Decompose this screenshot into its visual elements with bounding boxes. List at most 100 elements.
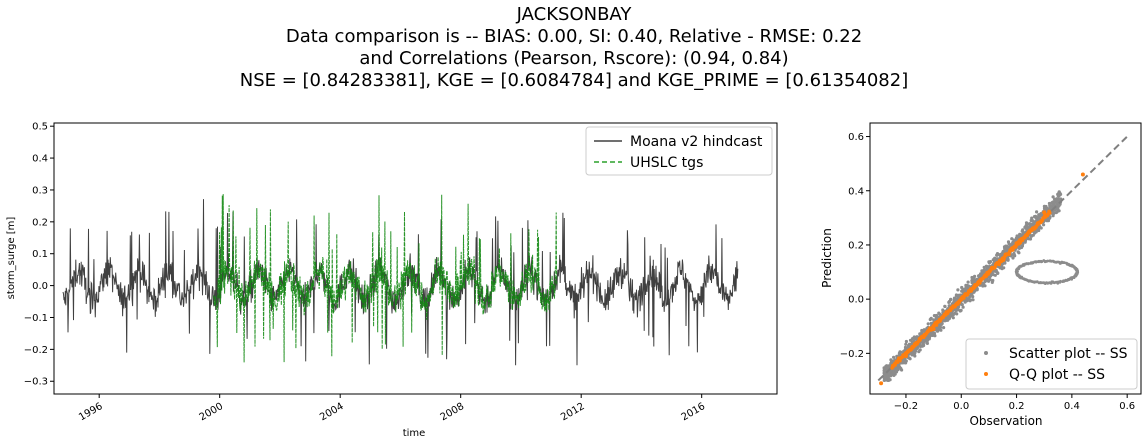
scatter-point xyxy=(900,368,904,372)
timeseries-xtick-label: 2012 xyxy=(559,401,587,423)
timeseries-xtick-label: 2008 xyxy=(439,401,467,423)
scatter-point xyxy=(947,300,951,304)
scatter-xlabel: Observation xyxy=(969,414,1042,428)
scatter-point xyxy=(892,355,896,359)
scatter-ytick-label: 0.4 xyxy=(848,186,864,197)
timeseries-xtick-label: 1996 xyxy=(77,401,105,423)
scatter-point xyxy=(961,305,965,309)
timeseries-xlabel: time xyxy=(403,428,426,439)
timeseries-x-ticks: 1996 2000 2004 2008 2012 2016 xyxy=(77,394,707,423)
scatter-xtick-label: 0.2 xyxy=(1009,401,1025,412)
scatter-point xyxy=(954,308,958,313)
scatter-point xyxy=(978,274,982,278)
scatter-point xyxy=(971,298,975,302)
legend-swatch-qq xyxy=(984,372,988,376)
scatter-xtick-label: 0.6 xyxy=(1119,401,1135,412)
scatter-point xyxy=(1004,244,1008,248)
scatter-point xyxy=(970,292,974,296)
qq-point xyxy=(1042,210,1047,215)
scatter-point xyxy=(932,318,936,322)
scatter-point xyxy=(900,361,904,365)
qq-point xyxy=(898,358,902,363)
scatter-point xyxy=(956,288,960,292)
scatter-point xyxy=(1035,210,1039,214)
scatter-point xyxy=(956,308,960,312)
scatter-point xyxy=(933,314,937,318)
scatter-point xyxy=(898,365,902,369)
scatter-point xyxy=(929,316,933,320)
timeseries-frame xyxy=(53,122,778,395)
scatter-point xyxy=(925,341,930,345)
scatter-point xyxy=(1055,201,1059,206)
scatter-x-ticks: −0.2 0.0 0.2 0.4 0.6 xyxy=(894,394,1135,412)
timeseries-ytick-label: 0.1 xyxy=(32,249,48,260)
scatter-point xyxy=(1055,210,1059,214)
scatter-point xyxy=(1037,226,1041,230)
scatter-point xyxy=(1011,241,1015,245)
timeseries-plot-area xyxy=(62,194,739,366)
legend-label-moana: Moana v2 hindcast xyxy=(630,134,763,150)
scatter-point xyxy=(943,319,947,323)
scatter-point xyxy=(984,268,988,272)
scatter-point xyxy=(937,311,941,315)
scatter-point xyxy=(1031,233,1035,237)
timeseries-ytick-label: 0.0 xyxy=(32,281,48,292)
scatter-point xyxy=(1006,240,1011,244)
scatter-point xyxy=(980,269,984,273)
scatter-point xyxy=(1030,216,1034,220)
scatter-point xyxy=(1056,207,1060,211)
scatter-point xyxy=(918,348,922,352)
scatter-point xyxy=(949,298,953,302)
legend-swatch-scatter xyxy=(984,351,988,355)
scatter-point xyxy=(1032,221,1036,225)
timeseries-ytick-label: 0.2 xyxy=(32,217,48,228)
scatter-point xyxy=(910,353,914,357)
scatter-point xyxy=(1075,271,1079,274)
scatter-point xyxy=(975,287,979,291)
scatter-point xyxy=(921,341,926,345)
scatter-point xyxy=(1029,262,1032,265)
timeseries-legend: Moana v2 hindcast UHSLC tgs xyxy=(585,126,773,176)
scatter-point xyxy=(942,326,946,330)
scatter-point xyxy=(882,371,886,375)
scatter-point xyxy=(963,289,968,293)
scatter-point xyxy=(971,295,975,299)
qq-points xyxy=(879,172,1085,386)
series-moana-line xyxy=(62,199,739,366)
scatter-point xyxy=(1003,261,1007,265)
scatter-point xyxy=(1037,228,1041,233)
timeseries-ytick-label: 0.4 xyxy=(32,154,48,165)
scatter-xtick-label: 0.0 xyxy=(953,401,969,412)
timeseries-legend-box xyxy=(585,126,773,176)
scatter-point xyxy=(936,327,940,331)
scatter-point xyxy=(1065,261,1068,265)
scatter-point xyxy=(947,317,951,321)
scatter-ytick-label: 0.0 xyxy=(848,295,864,306)
timeseries-chart: 0.5 0.4 0.3 0.2 0.1 0.0 −0.1 −0.2 −0.3 1996 2000 2… xyxy=(6,122,778,439)
scatter-point xyxy=(913,354,917,358)
scatter-point xyxy=(883,376,888,380)
scatter-point xyxy=(1039,260,1043,264)
qq-point xyxy=(934,323,939,327)
scatter-point xyxy=(1055,197,1059,201)
scatter-point xyxy=(908,338,913,342)
scatter-point xyxy=(1032,215,1037,219)
scatter-point xyxy=(904,359,908,363)
scatter-point xyxy=(904,339,909,344)
scatter-point xyxy=(953,311,957,315)
scatter-point xyxy=(993,273,997,277)
scatter-point xyxy=(907,344,911,348)
scatter-legend-box xyxy=(965,338,1138,390)
qq-point xyxy=(1014,242,1019,247)
qq-point xyxy=(1080,172,1085,177)
timeseries-xtick-label: 2004 xyxy=(318,401,346,423)
scatter-point xyxy=(921,338,926,342)
series-uhslc-line xyxy=(213,194,558,363)
scatter-point xyxy=(1017,234,1021,238)
scatter-point xyxy=(939,328,943,332)
scatter-point xyxy=(1017,251,1021,255)
scatter-point xyxy=(984,264,989,268)
scatter-point xyxy=(959,308,963,312)
scatter-point xyxy=(915,337,919,341)
title-line-2: Data comparison is -- BIAS: 0.00, SI: 0.… xyxy=(285,26,863,47)
